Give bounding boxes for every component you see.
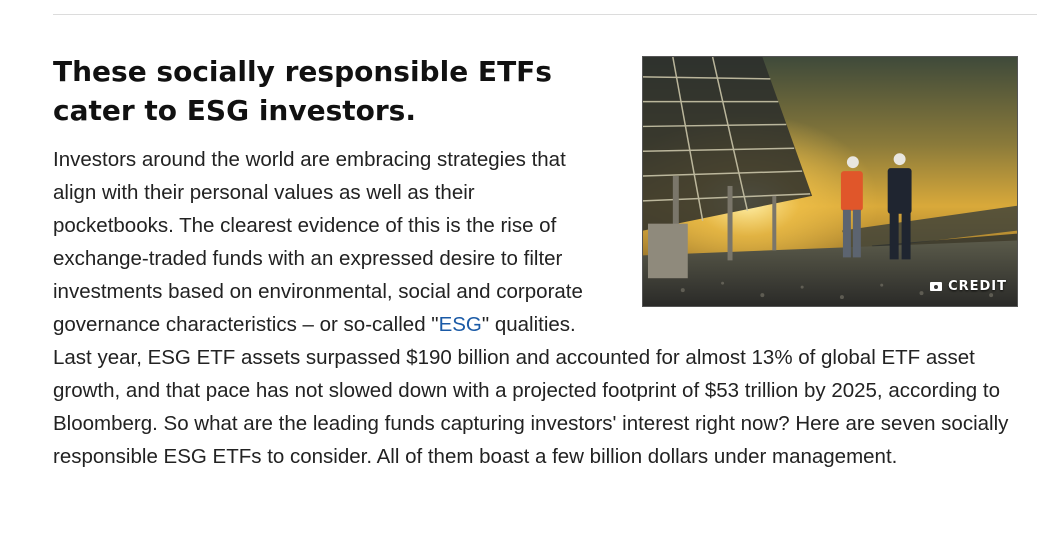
article-section: CREDIT These socially responsible ETFs c… [53, 52, 1018, 473]
body-text-after-link: " qualities. Last year, ESG ETF assets s… [53, 313, 1009, 468]
image-credit-button[interactable]: CREDIT [930, 279, 1007, 294]
worker-orange-vest [840, 156, 863, 258]
article-body: Investors around the world are embracing… [53, 143, 1018, 473]
esg-link[interactable]: ESG [438, 313, 482, 336]
article-image[interactable]: CREDIT [642, 56, 1018, 307]
article-headline: These socially responsible ETFs cater to… [53, 55, 552, 127]
top-divider [53, 14, 1037, 15]
camera-icon [930, 282, 943, 291]
solar-panels-photo [643, 57, 1017, 306]
worker-dark-uniform [887, 153, 912, 260]
body-text-before-link: Investors around the world are embracing… [53, 148, 583, 336]
credit-label: CREDIT [948, 279, 1007, 294]
